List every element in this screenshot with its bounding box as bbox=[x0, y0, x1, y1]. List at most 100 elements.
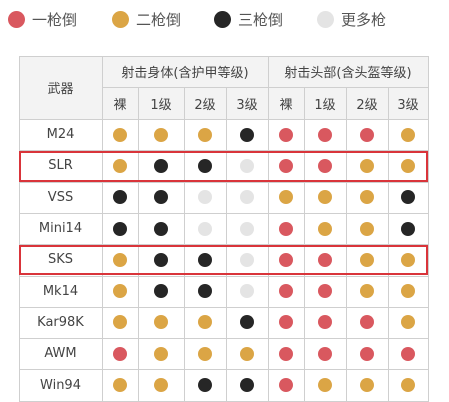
legend-dot-icon bbox=[214, 10, 231, 28]
weapon-name: M24 bbox=[46, 127, 75, 143]
weapon-name: Mk14 bbox=[42, 283, 79, 299]
shot-count-dot bbox=[279, 284, 293, 299]
body-level-header: 裸 bbox=[113, 97, 127, 113]
legend: 一枪倒 二枪倒 三枪倒 更多枪 bbox=[0, 0, 449, 40]
shot-count-dot bbox=[154, 378, 168, 393]
shot-count-dot bbox=[113, 284, 127, 299]
shot-count-dot bbox=[154, 284, 168, 299]
shot-count-dot bbox=[318, 127, 332, 142]
shot-count-dot bbox=[401, 190, 415, 205]
shot-count-dot bbox=[198, 346, 212, 361]
shot-count-dot bbox=[279, 252, 293, 267]
head-level-header: 裸 bbox=[279, 97, 293, 113]
row-highlight bbox=[19, 151, 428, 182]
column-divider bbox=[388, 87, 389, 402]
legend-label: 三枪倒 bbox=[238, 10, 284, 29]
shot-count-dot bbox=[198, 158, 212, 173]
row-highlight bbox=[19, 245, 428, 276]
shot-count-dot bbox=[360, 221, 374, 236]
shot-count-dot bbox=[279, 315, 293, 330]
column-divider bbox=[138, 87, 139, 402]
legend-label: 一枪倒 bbox=[32, 10, 78, 29]
shot-count-dot bbox=[401, 221, 415, 236]
shot-count-dot bbox=[318, 346, 332, 361]
legend-dot-icon bbox=[112, 10, 129, 28]
head-level-header: 2级 bbox=[356, 97, 378, 113]
legend-label: 更多枪 bbox=[341, 10, 387, 29]
shot-count-dot bbox=[240, 190, 254, 205]
shot-count-dot bbox=[240, 158, 254, 173]
shot-count-dot bbox=[240, 378, 254, 393]
shot-count-dot bbox=[279, 346, 293, 361]
shot-count-dot bbox=[240, 315, 254, 330]
shot-count-dot bbox=[113, 158, 127, 173]
shot-count-dot bbox=[279, 221, 293, 236]
legend-item: 一枪倒 bbox=[8, 7, 77, 31]
row-divider bbox=[19, 150, 428, 151]
legend-item: 三枪倒 bbox=[214, 7, 283, 31]
shot-count-dot bbox=[240, 252, 254, 267]
shot-count-dot bbox=[113, 127, 127, 142]
shot-count-dot bbox=[279, 190, 293, 205]
shot-count-dot bbox=[401, 346, 415, 361]
column-divider bbox=[428, 56, 429, 402]
shot-count-dot bbox=[198, 190, 212, 205]
shot-count-dot bbox=[360, 378, 374, 393]
shot-count-dot bbox=[318, 252, 332, 267]
shot-count-dot bbox=[113, 221, 127, 236]
row-divider bbox=[19, 276, 428, 277]
shot-count-dot bbox=[318, 158, 332, 173]
shot-count-dot bbox=[318, 378, 332, 393]
shot-count-dot bbox=[154, 190, 168, 205]
shot-count-dot bbox=[401, 127, 415, 142]
row-divider bbox=[19, 369, 428, 370]
weapon-name: Kar98K bbox=[37, 314, 84, 330]
shot-count-dot bbox=[401, 284, 415, 299]
shot-count-dot bbox=[318, 190, 332, 205]
legend-dot-icon bbox=[317, 10, 334, 28]
weapon-name: Win94 bbox=[40, 377, 81, 393]
shot-count-dot bbox=[113, 378, 127, 393]
shot-count-dot bbox=[113, 346, 127, 361]
body-shot-header: 射击身体(含护甲等级) bbox=[121, 66, 249, 81]
shot-count-dot bbox=[198, 315, 212, 330]
row-divider bbox=[19, 119, 428, 120]
shot-count-dot bbox=[240, 221, 254, 236]
subheader-divider bbox=[102, 87, 428, 88]
column-divider bbox=[346, 87, 347, 402]
body-level-header: 3级 bbox=[236, 97, 258, 113]
shot-count-dot bbox=[279, 127, 293, 142]
shot-count-dot bbox=[401, 315, 415, 330]
legend-label: 二枪倒 bbox=[136, 10, 182, 29]
shot-count-dot bbox=[360, 284, 374, 299]
shot-count-dot bbox=[279, 378, 293, 393]
row-divider bbox=[19, 338, 428, 339]
shot-count-dot bbox=[318, 315, 332, 330]
weapon-name: SKS bbox=[47, 252, 74, 268]
row-divider bbox=[19, 307, 428, 308]
shot-count-dot bbox=[198, 378, 212, 393]
legend-item: 二枪倒 bbox=[112, 7, 181, 31]
column-divider bbox=[19, 56, 20, 402]
weapon-name: Mini14 bbox=[38, 221, 83, 237]
row-divider bbox=[19, 244, 428, 245]
row-divider bbox=[19, 182, 428, 183]
shot-count-dot bbox=[401, 158, 415, 173]
shot-count-dot bbox=[360, 127, 374, 142]
shot-count-dot bbox=[360, 346, 374, 361]
body-level-header: 2级 bbox=[194, 97, 216, 113]
shot-count-dot bbox=[240, 127, 254, 142]
weapon-name: SLR bbox=[48, 158, 73, 174]
shot-count-dot bbox=[113, 190, 127, 205]
shot-count-dot bbox=[198, 284, 212, 299]
shot-count-dot bbox=[198, 252, 212, 267]
shot-count-dot bbox=[240, 346, 254, 361]
shot-count-dot bbox=[154, 252, 168, 267]
row-divider bbox=[19, 213, 428, 214]
shot-count-dot bbox=[154, 221, 168, 236]
shot-count-dot bbox=[198, 127, 212, 142]
shot-count-dot bbox=[154, 346, 168, 361]
column-divider bbox=[226, 87, 227, 402]
head-level-header: 3级 bbox=[397, 97, 419, 113]
